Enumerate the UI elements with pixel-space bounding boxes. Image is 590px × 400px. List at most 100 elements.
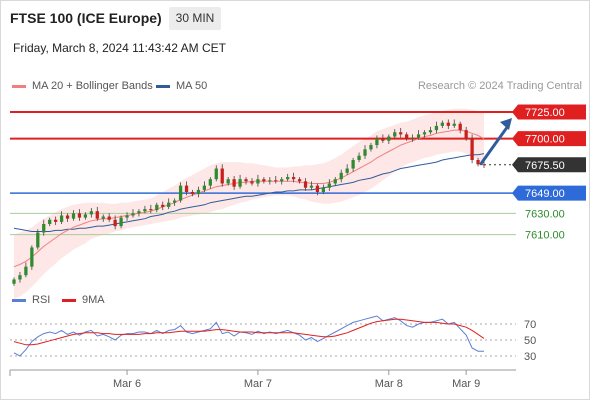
level-label-support-5: 7610.00 bbox=[525, 230, 565, 242]
candle-body bbox=[190, 192, 195, 195]
ma50-swatch bbox=[156, 84, 170, 88]
level-label-resistance-0: 7725.00 bbox=[525, 107, 565, 119]
candle-body bbox=[149, 209, 153, 211]
candle-body bbox=[428, 130, 433, 133]
candle-body bbox=[36, 232, 40, 248]
legend-ma50: MA 50 bbox=[156, 80, 207, 92]
instrument-title: FTSE 100 (ICE Europe) bbox=[10, 10, 162, 26]
candle-body bbox=[95, 211, 99, 219]
level-tag-bg-3 bbox=[512, 185, 586, 201]
candle-body bbox=[381, 138, 385, 141]
level-label-resistance-1: 7700.00 bbox=[525, 134, 565, 146]
candle-body bbox=[59, 215, 64, 222]
candle-body bbox=[256, 179, 260, 184]
candle-body bbox=[54, 219, 58, 222]
candle-body bbox=[452, 123, 456, 126]
candle-body bbox=[327, 183, 331, 188]
candle-body bbox=[208, 179, 212, 186]
ma50-label: MA 50 bbox=[176, 80, 208, 92]
candle-body bbox=[345, 168, 349, 173]
candle-body bbox=[143, 209, 147, 212]
candle-body bbox=[71, 213, 76, 219]
interval-button[interactable]: 30 MIN bbox=[169, 7, 221, 30]
candle-body bbox=[405, 134, 409, 139]
candle-body bbox=[202, 185, 207, 190]
candle-body bbox=[268, 180, 272, 182]
candle-body bbox=[232, 179, 236, 187]
forecast-arrow-head bbox=[500, 118, 512, 130]
candle-body bbox=[274, 180, 278, 182]
candle-body bbox=[470, 138, 474, 160]
ma20-swatch bbox=[12, 84, 26, 88]
candle-body bbox=[297, 179, 302, 182]
x-axis-label-1: Mar 7 bbox=[244, 378, 272, 390]
bollinger-bands-area bbox=[14, 108, 484, 299]
candle-body bbox=[155, 204, 159, 211]
rsi-ma-line bbox=[13, 318, 485, 346]
candle-body bbox=[357, 155, 361, 160]
source-credit: Research © 2024 Trading Central bbox=[417, 80, 582, 92]
candle-body bbox=[244, 179, 248, 182]
candle-body bbox=[446, 122, 450, 126]
candle-body bbox=[65, 215, 70, 219]
candle-body bbox=[410, 137, 415, 139]
candle-body bbox=[315, 185, 320, 192]
candle-body bbox=[101, 216, 105, 219]
candle-body bbox=[161, 204, 165, 207]
candle-body bbox=[422, 132, 427, 135]
x-axis-label-0: Mar 6 bbox=[113, 378, 141, 390]
candle-body bbox=[464, 130, 468, 139]
candle-body bbox=[12, 279, 16, 284]
level-label-pivot-3: 7649.00 bbox=[525, 188, 565, 200]
rsi-tick-label-30: 30 bbox=[524, 351, 536, 363]
level-tag-bg-0 bbox=[512, 104, 586, 120]
candle-body bbox=[286, 177, 290, 180]
candle-body bbox=[399, 132, 403, 135]
candle-body bbox=[131, 213, 135, 216]
candle-body bbox=[303, 181, 308, 188]
level-label-support-4: 7630.00 bbox=[525, 208, 565, 220]
rsi-label: RSI bbox=[32, 294, 51, 306]
level-tag-bg-2 bbox=[512, 157, 586, 173]
candle-body bbox=[214, 168, 218, 180]
candle-body bbox=[309, 185, 314, 188]
candle-body bbox=[238, 179, 242, 187]
rsi-tick-label-50: 50 bbox=[524, 335, 536, 347]
legend-rsi: RSI bbox=[12, 294, 50, 306]
candle-body bbox=[137, 211, 141, 214]
candle-body bbox=[363, 149, 367, 156]
ma20-line bbox=[13, 129, 485, 268]
level-tag-pivot-3: 7649.00 bbox=[512, 185, 586, 201]
candle-body bbox=[18, 275, 22, 280]
candle-body bbox=[24, 266, 28, 276]
candle-body bbox=[393, 132, 397, 137]
level-label-current-2: 7675.50 bbox=[525, 160, 565, 172]
level-tag-current-2: 7675.50 bbox=[512, 157, 586, 173]
candle-body bbox=[333, 179, 337, 184]
candle-body bbox=[458, 123, 462, 131]
rsi-tick-label-70: 70 bbox=[524, 319, 536, 331]
rsi-line bbox=[13, 315, 484, 357]
rsi-swatch bbox=[12, 298, 26, 302]
candle-body bbox=[339, 172, 343, 180]
candle-body bbox=[172, 200, 177, 203]
candle-body bbox=[125, 215, 129, 218]
candle-body bbox=[167, 202, 171, 207]
rsi-ma-swatch bbox=[62, 298, 76, 302]
candle-body bbox=[387, 136, 391, 141]
candle-body bbox=[89, 211, 93, 215]
candle-body bbox=[482, 164, 486, 166]
candle-body bbox=[107, 216, 111, 220]
x-axis-label-3: Mar 9 bbox=[452, 378, 480, 390]
ma20-label: MA 20 + Bollinger Bands bbox=[32, 80, 153, 92]
x-axis-label-2: Mar 8 bbox=[375, 378, 403, 390]
candle-body bbox=[369, 145, 373, 150]
candle-body bbox=[262, 179, 266, 182]
candle-body bbox=[416, 134, 421, 138]
forecast-arrow-shaft bbox=[479, 124, 510, 166]
candle-body bbox=[250, 181, 254, 184]
candle-body bbox=[77, 213, 82, 218]
candle-body bbox=[113, 219, 117, 227]
candle-body bbox=[83, 214, 88, 218]
